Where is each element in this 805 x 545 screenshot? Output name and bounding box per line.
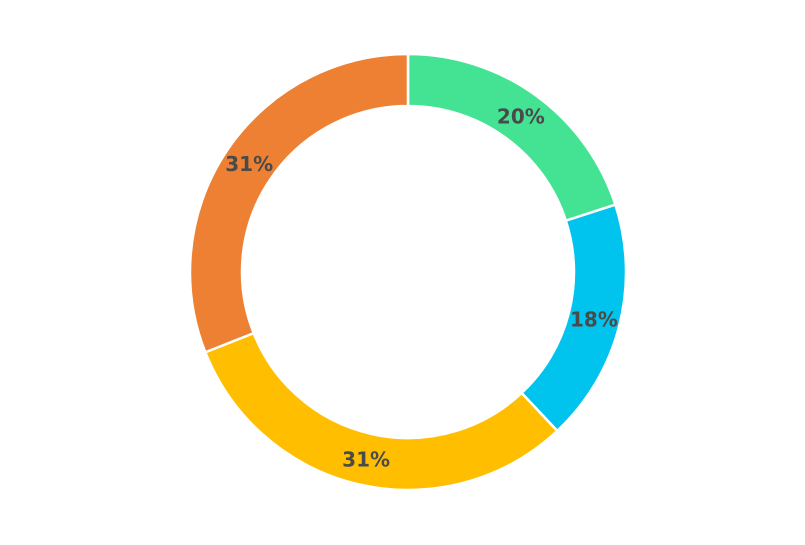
slice-label-1: 20%: [497, 105, 545, 129]
donut-slice-4: [188, 52, 410, 354]
donut-slice-1: [406, 52, 617, 222]
slice-label-4: 31%: [225, 152, 273, 176]
donut-slices: [188, 52, 628, 492]
slice-label-2: 18%: [570, 308, 618, 332]
slice-label-3: 31%: [342, 447, 390, 471]
donut-slice-labels: 20% 18% 31% 31%: [225, 105, 618, 472]
